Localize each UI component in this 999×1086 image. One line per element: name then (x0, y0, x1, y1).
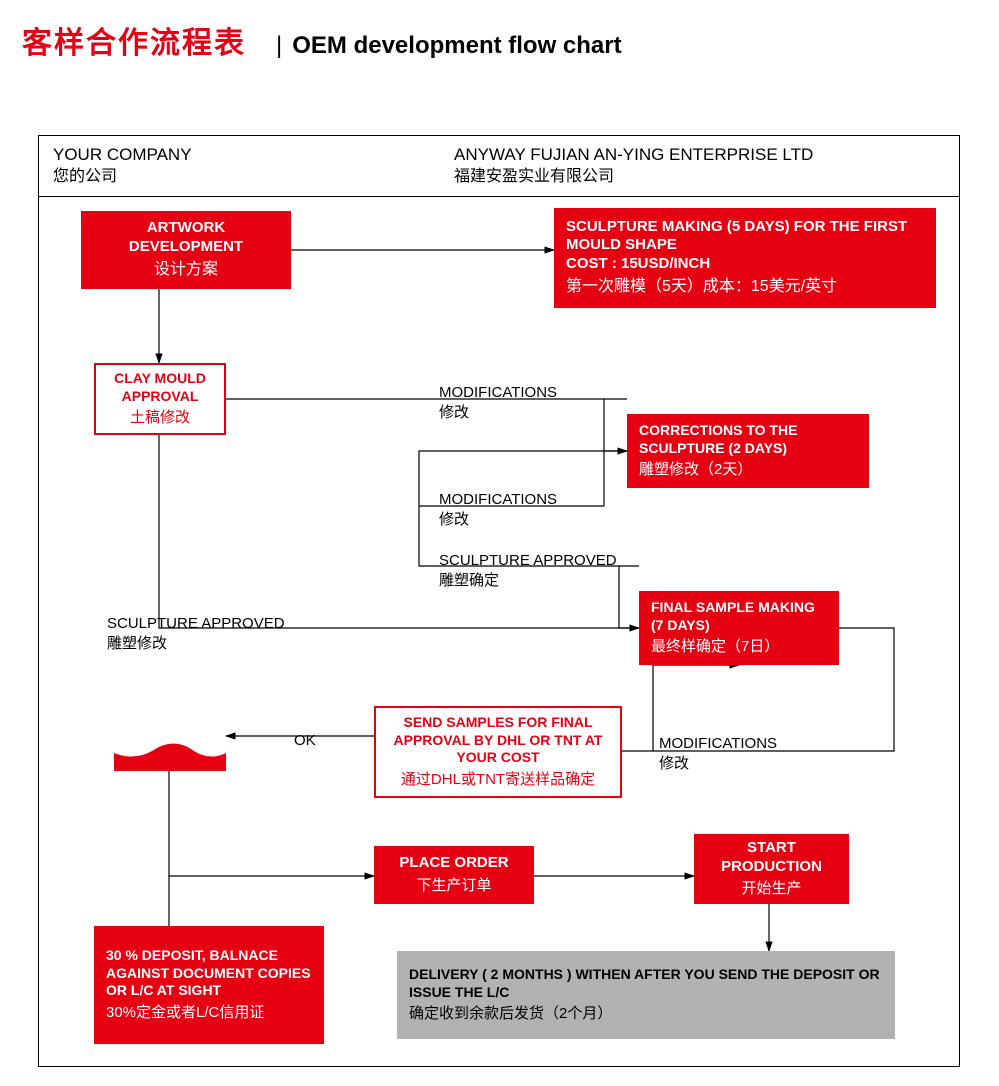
node-sculpture_making-cn: 第一次雕模（5天）成本：15美元/英寸 (566, 276, 837, 298)
label-ok-en: OK (294, 732, 316, 749)
label-approved1-en: SCULPTURE APPROVED (439, 552, 617, 569)
title-cn: 客样合作流程表 (22, 18, 246, 62)
node-send_samples: SEND SAMPLES FOR FINAL APPROVAL BY DHL O… (374, 706, 622, 798)
node-deposit-cn: 30%定金或者L/C信用证 (106, 1002, 264, 1023)
node-deposit: 30 % DEPOSIT, BALNACE AGAINST DOCUMENT C… (94, 926, 324, 1044)
node-clay_approval-cn: 土稿修改 (130, 407, 190, 428)
page: 客样合作流程表 | OEM development flow chart YOU… (0, 0, 999, 1086)
node-clay_approval-en: CLAY MOULD APPROVAL (104, 370, 216, 405)
node-final_sample-cn: 最终样确定（7日） (651, 636, 779, 657)
xiadan-flag: 下单 (114, 701, 234, 779)
label-mod1-en: MODIFICATIONS (439, 384, 557, 401)
label-mod3-en: MODIFICATIONS (659, 735, 777, 752)
node-deposit-en: 30 % DEPOSIT, BALNACE AGAINST DOCUMENT C… (106, 947, 312, 1000)
node-final_sample-en: FINAL SAMPLE MAKING (7 DAYS) (651, 599, 827, 634)
edge (604, 399, 627, 451)
col-left-en: YOUR COMPANY (53, 144, 192, 166)
node-artwork-en: ARTWORK DEVELOPMENT (89, 219, 283, 257)
label-approved2: SCULPTURE APPROVED 雕塑修改 (107, 614, 285, 653)
label-approved2-cn: 雕塑修改 (107, 634, 285, 654)
title-separator: | (276, 32, 282, 60)
node-send_samples-en: SEND SAMPLES FOR FINAL APPROVAL BY DHL O… (384, 714, 612, 767)
edge (169, 771, 374, 876)
node-corrections-cn: 雕塑修改（2天） (639, 459, 752, 480)
label-mod3-cn: 修改 (659, 754, 777, 774)
flowchart-frame: YOUR COMPANY 您的公司 ANYWAY FUJIAN AN-YING … (38, 135, 960, 1067)
node-start_prod-en: START PRODUCTION (702, 839, 841, 877)
col-head-right: ANYWAY FUJIAN AN-YING ENTERPRISE LTD 福建安… (454, 144, 813, 188)
label-mod2-cn: 修改 (439, 510, 557, 530)
node-sculpture_making-en: SCULPTURE MAKING (5 DAYS) FOR THE FIRST … (566, 218, 924, 274)
label-approved2-en: SCULPTURE APPROVED (107, 615, 285, 632)
node-sculpture_making: SCULPTURE MAKING (5 DAYS) FOR THE FIRST … (554, 208, 936, 308)
node-start_prod-cn: 开始生产 (741, 878, 801, 899)
node-delivery-cn: 确定收到余款后发货（2个月） (409, 1003, 612, 1024)
node-delivery-en: DELIVERY ( 2 MONTHS ) WITHEN AFTER YOU S… (409, 966, 883, 1001)
node-final_sample: FINAL SAMPLE MAKING (7 DAYS)最终样确定（7日） (639, 591, 839, 665)
label-ok: OK (294, 731, 316, 751)
col-right-cn: 福建安盈实业有限公司 (454, 166, 813, 188)
col-left-cn: 您的公司 (53, 166, 192, 188)
column-headers: YOUR COMPANY 您的公司 ANYWAY FUJIAN AN-YING … (39, 136, 959, 197)
node-place_order-en: PLACE ORDER (399, 854, 508, 873)
label-mod2-en: MODIFICATIONS (439, 491, 557, 508)
node-start_prod: START PRODUCTION开始生产 (694, 834, 849, 904)
node-artwork-cn: 设计方案 (154, 259, 218, 281)
col-head-left: YOUR COMPANY 您的公司 (53, 144, 192, 188)
edge (619, 566, 639, 628)
node-corrections-en: CORRECTIONS TO THE SCULPTURE (2 DAYS) (639, 422, 857, 457)
node-corrections: CORRECTIONS TO THE SCULPTURE (2 DAYS)雕塑修… (627, 414, 869, 488)
xiadan-label: 下单 (114, 717, 226, 742)
node-artwork: ARTWORK DEVELOPMENT设计方案 (81, 211, 291, 289)
col-right-en: ANYWAY FUJIAN AN-YING ENTERPRISE LTD (454, 144, 813, 166)
label-approved1-cn: 雕塑确定 (439, 571, 617, 591)
node-place_order: PLACE ORDER 下生产订单 (374, 846, 534, 904)
label-approved1: SCULPTURE APPROVED 雕塑确定 (439, 551, 617, 590)
node-clay_approval: CLAY MOULD APPROVAL土稿修改 (94, 363, 226, 435)
label-mod1: MODIFICATIONS 修改 (439, 383, 557, 422)
title-en: OEM development flow chart (292, 32, 621, 60)
node-send_samples-cn: 通过DHL或TNT寄送样品确定 (401, 769, 595, 790)
node-delivery: DELIVERY ( 2 MONTHS ) WITHEN AFTER YOU S… (397, 951, 895, 1039)
page-title: 客样合作流程表 | OEM development flow chart (22, 18, 622, 62)
label-mod3: MODIFICATIONS 修改 (659, 734, 777, 773)
edge (159, 435, 639, 628)
label-mod2: MODIFICATIONS 修改 (439, 490, 557, 529)
label-mod1-cn: 修改 (439, 403, 557, 423)
node-place_order-cn: 下生产订单 (416, 875, 491, 896)
